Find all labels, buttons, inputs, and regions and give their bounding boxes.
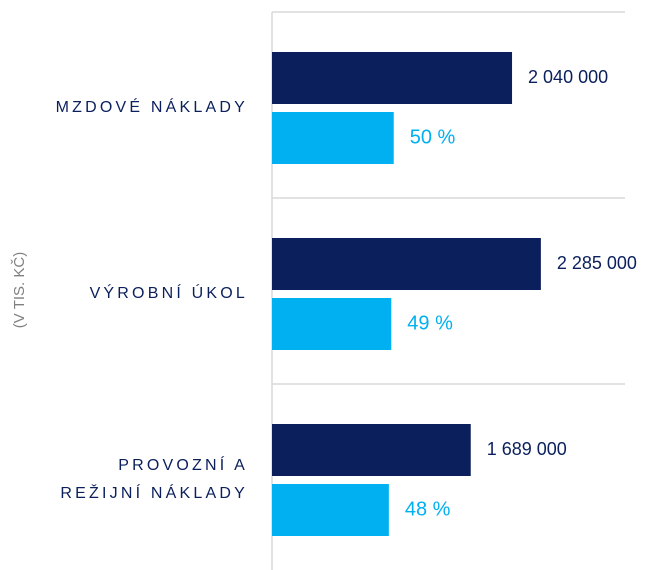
bar xyxy=(272,298,392,350)
bar xyxy=(272,238,541,290)
value-label: 49 % xyxy=(407,312,453,334)
axis-label: (V TIS. KČ) xyxy=(11,252,28,328)
bar xyxy=(272,52,513,104)
bar xyxy=(272,112,394,164)
value-label: 48 % xyxy=(405,498,451,520)
value-label: 2 040 000 xyxy=(528,67,608,87)
value-label: 1 689 000 xyxy=(487,439,567,459)
category-label: VÝROBNÍ ÚKOL xyxy=(89,285,248,302)
category-label: MZDOVÉ NÁKLADY xyxy=(55,99,248,116)
bar xyxy=(272,484,389,536)
category-label: PROVOZNÍ A REŽIJNÍ NÁKLADY xyxy=(60,457,248,502)
value-label: 50 % xyxy=(410,126,456,148)
bar xyxy=(272,424,471,476)
value-label: 2 285 000 xyxy=(557,253,637,273)
